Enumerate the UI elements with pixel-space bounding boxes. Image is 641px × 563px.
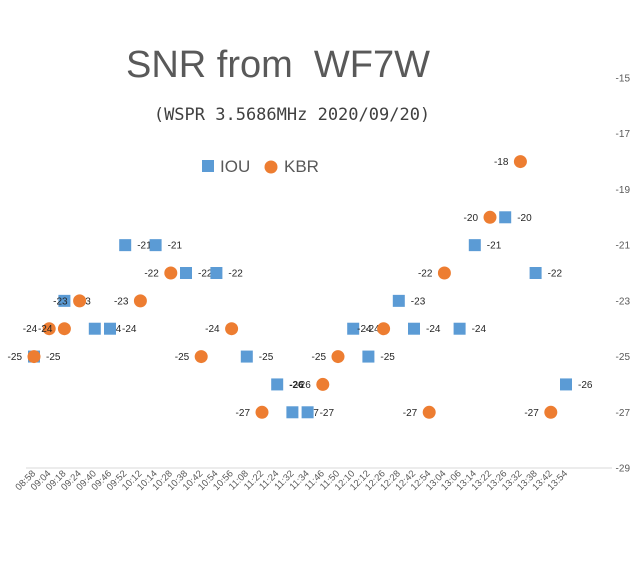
kbr-data-label: -27 [236,408,251,419]
kbr-data-label: -24 [23,324,38,335]
kbr-point [73,294,87,308]
iou-point [149,239,162,252]
iou-data-label: -23 [411,296,426,307]
iou-data-label: -22 [548,269,563,280]
chart-title: SNR from WF7W [126,44,430,86]
iou-data-label: -27 [320,408,335,419]
iou-data-label: -26 [578,380,593,391]
kbr-data-label: -25 [8,352,23,363]
legend-label-kbr: KBR [284,157,319,176]
kbr-point [57,322,71,336]
iou-point [286,406,299,419]
kbr-point [194,350,208,364]
kbr-point [483,210,497,224]
kbr-point [513,155,527,169]
kbr-data-label: -27 [403,408,418,419]
y-tick-label: -15 [616,74,631,85]
iou-point [392,294,405,307]
iou-data-label: -24 [426,324,441,335]
iou-point [58,294,71,307]
kbr-point [437,266,451,280]
legend-square-marker [202,160,214,172]
kbr-data-label: -18 [494,157,509,168]
kbr-data-label: -24 [205,324,220,335]
kbr-point [27,350,41,364]
iou-data-label: -24 [122,324,137,335]
y-tick-label: -21 [616,241,631,252]
iou-data-label: -25 [259,352,274,363]
kbr-data-label: -20 [464,213,479,224]
legend: IOU KBR [202,157,319,176]
legend-label-iou: IOU [220,157,250,176]
iou-point [468,239,481,252]
iou-point [362,350,375,363]
kbr-data-label: -24 [38,324,53,335]
iou-point [180,267,192,279]
kbr-point [133,294,147,308]
kbr-point [422,405,436,419]
kbr-point [331,350,345,364]
y-tick-label: -19 [616,185,631,196]
y-tick-label: -17 [616,129,631,140]
kbr-point [544,405,558,419]
kbr-point [42,322,56,336]
y-tick-label: -27 [616,408,631,419]
iou-data-label: -25 [46,352,61,363]
y-tick-label: -29 [616,464,631,475]
legend-circle-marker [264,160,278,174]
kbr-point [377,322,391,336]
iou-point [104,322,116,335]
iou-data-label: -21 [137,241,152,252]
kbr-data-label: -27 [524,408,539,419]
iou-point [408,322,420,335]
kbr-data-label: -24 [357,324,372,335]
kbr-point [225,322,239,336]
iou-data-label: -22 [198,269,213,280]
kbr-data-label: -23 [53,296,68,307]
kbr-point [164,266,178,280]
iou-data-label: -20 [517,213,532,224]
iou-point [499,211,512,224]
kbr-data-label: -25 [312,352,327,363]
chart-subtitle: (WSPR 3.5686MHz 2020/09/20) [154,105,430,125]
iou-point [210,267,223,279]
iou-point [560,378,572,391]
kbr-data-label: -22 [144,269,159,280]
iou-data-label: -25 [380,352,395,363]
kbr-data-label: -25 [175,352,190,363]
iou-point [240,350,253,363]
kbr-data-label: -26 [296,380,311,391]
iou-point [347,322,360,335]
y-tick-label: -23 [616,296,631,307]
kbr-point [255,405,269,419]
y-tick-label: -25 [616,352,631,363]
iou-point [271,378,284,391]
iou-data-label: -21 [168,241,183,252]
iou-data-label: -24 [365,324,380,335]
kbr-data-label: -23 [114,296,129,307]
iou-data-label: -22 [228,269,243,280]
iou-data-label: -24 [472,324,487,335]
iou-data-label: -26 [289,380,304,391]
iou-point [301,406,314,419]
iou-data-label: -21 [487,241,502,252]
kbr-data-label: -22 [418,269,433,280]
iou-point [119,239,132,252]
kbr-point [316,377,330,391]
iou-point [453,322,466,335]
iou-point [88,322,101,335]
iou-point [529,267,542,279]
